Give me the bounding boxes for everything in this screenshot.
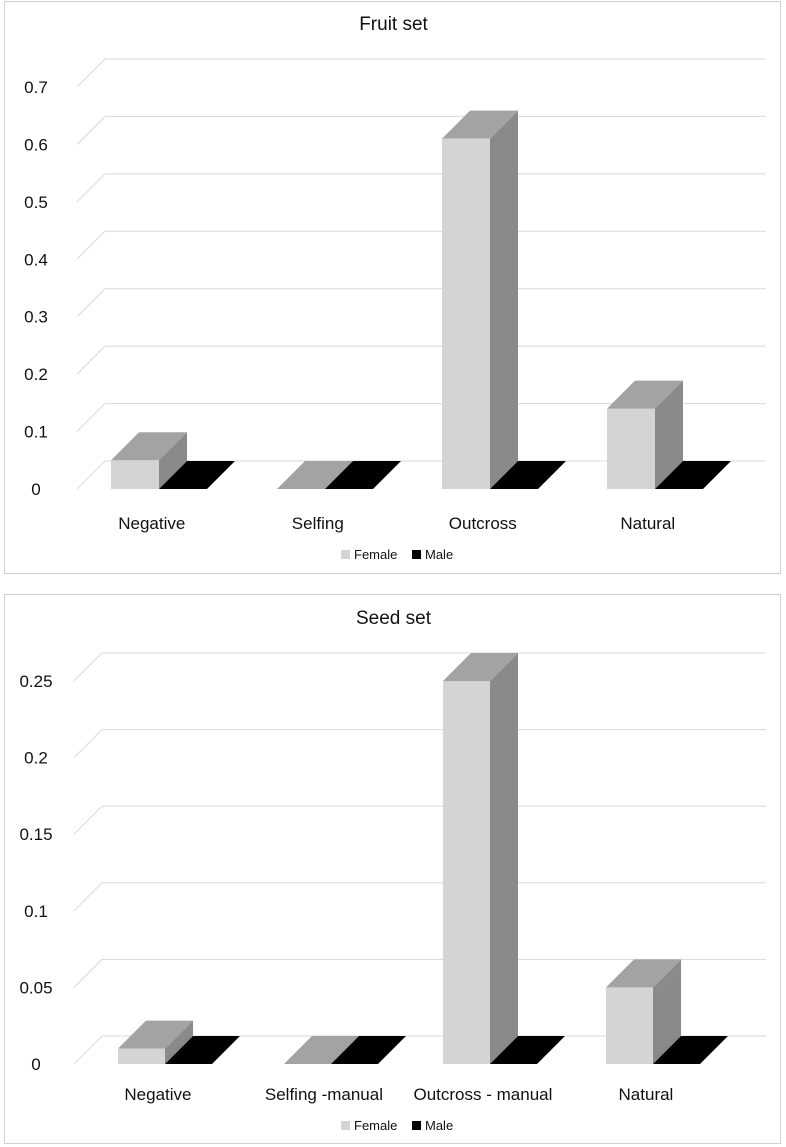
y-tick-label-0-3: 0.3 bbox=[24, 308, 48, 327]
bar-female-natural bbox=[607, 408, 655, 489]
gridline-side-0-3 bbox=[76, 288, 106, 318]
gridline-side-0-25 bbox=[73, 652, 103, 682]
chart-title: Seed set bbox=[356, 608, 432, 629]
bar-male-natural bbox=[655, 461, 731, 489]
bar-female-top-selfing-manual bbox=[284, 1036, 359, 1064]
gridline-side-0-5 bbox=[76, 173, 106, 203]
bar-female-negative bbox=[111, 460, 159, 489]
y-tick-label-0-05: 0.05 bbox=[19, 978, 52, 997]
gridline-side-0-4 bbox=[76, 230, 106, 260]
gridline-side-0-1 bbox=[73, 882, 103, 912]
y-tick-label-0-15: 0.15 bbox=[19, 825, 52, 844]
bar-female-top-outcross-manual bbox=[443, 653, 518, 681]
legend-swatch-male bbox=[412, 550, 421, 559]
bar-female-top-natural bbox=[606, 959, 681, 988]
y-tick-label-0-1: 0.1 bbox=[24, 423, 48, 442]
bar-female-outcross-manual bbox=[443, 681, 490, 1064]
gridline-side-0-05 bbox=[73, 959, 103, 988]
y-tick-label-0-1: 0.1 bbox=[24, 902, 48, 921]
gridline-side-0-15 bbox=[73, 805, 103, 835]
legend-swatch-male bbox=[412, 1121, 421, 1130]
legend-label-male: Male bbox=[425, 547, 453, 562]
y-tick-label-0: 0 bbox=[31, 1055, 40, 1074]
y-tick-label-0-2: 0.2 bbox=[24, 749, 48, 768]
y-tick-label-0: 0 bbox=[31, 480, 40, 499]
bar-female-negative bbox=[118, 1048, 165, 1064]
gridline-side-0 bbox=[76, 460, 106, 490]
bar-female-top-natural bbox=[607, 380, 683, 409]
gridline-side-0-2 bbox=[73, 729, 103, 758]
gridline-side-0-2 bbox=[76, 345, 106, 375]
x-category-label-negative: Negative bbox=[118, 514, 185, 533]
fruit-set-chart-panel: Fruit set 0 0.1 0.2 0.3 0.4 0.5 0.6 0.7 Negative S… bbox=[4, 1, 781, 574]
bar-female-side-negative bbox=[165, 1020, 193, 1064]
bar-female-top-outcross bbox=[442, 110, 518, 139]
legend: Female Male bbox=[341, 547, 453, 562]
y-tick-label-0-7: 0.7 bbox=[24, 78, 48, 97]
bar-male-negative bbox=[159, 461, 235, 489]
legend-label-female: Female bbox=[354, 1118, 397, 1133]
bar-female-top-negative bbox=[111, 432, 187, 461]
gridline-side-0-6 bbox=[76, 116, 106, 145]
legend: Female Male bbox=[341, 1118, 453, 1133]
bar-female-side-natural bbox=[655, 380, 683, 489]
y-tick-label-0-25: 0.25 bbox=[19, 672, 52, 691]
bar-male-negative bbox=[165, 1036, 240, 1064]
bar-male-outcross-manual bbox=[490, 1036, 565, 1064]
bar-female-top-selfing bbox=[277, 461, 353, 489]
x-category-label-outcross-manual: Outcross - manual bbox=[414, 1085, 553, 1104]
gridline-side-0-1 bbox=[76, 403, 106, 432]
bar-male-selfing bbox=[325, 461, 401, 489]
bar-female-side-natural bbox=[653, 959, 681, 1064]
fruit-set-chart: Fruit set 0 0.1 0.2 0.3 0.4 0.5 0.6 0.7 Negative S… bbox=[24, 14, 766, 562]
x-category-label-negative: Negative bbox=[124, 1085, 191, 1104]
bar-female-top-negative bbox=[118, 1020, 193, 1049]
x-category-label-selfing: Selfing bbox=[292, 514, 344, 533]
legend-swatch-female bbox=[341, 550, 350, 559]
bar-female-side-outcross bbox=[490, 110, 518, 489]
legend-label-male: Male bbox=[425, 1118, 453, 1133]
seed-set-chart: Seed set 0 0.05 0.1 0.15 0.2 0.25 Negative Selfi… bbox=[19, 608, 766, 1133]
chart-title: Fruit set bbox=[359, 14, 428, 35]
legend-label-female: Female bbox=[354, 547, 397, 562]
x-category-label-outcross: Outcross bbox=[449, 514, 517, 533]
x-category-label-natural: Natural bbox=[620, 514, 675, 533]
bar-male-selfing-manual bbox=[331, 1036, 406, 1064]
y-tick-label-0-6: 0.6 bbox=[24, 135, 48, 154]
legend-swatch-female bbox=[341, 1121, 350, 1130]
gridline-side-0 bbox=[73, 1035, 103, 1065]
bar-male-outcross bbox=[490, 461, 566, 489]
bar-female-natural bbox=[606, 987, 653, 1064]
gridline-side-0-7 bbox=[76, 58, 106, 88]
x-category-label-selfing-manual: Selfing -manual bbox=[265, 1085, 383, 1104]
bar-female-outcross bbox=[442, 138, 490, 489]
seed-set-chart-panel: Seed set 0 0.05 0.1 0.15 0.2 0.25 Negative Selfi… bbox=[4, 594, 781, 1144]
y-tick-label-0-4: 0.4 bbox=[24, 250, 48, 269]
bar-female-side-outcross-manual bbox=[490, 653, 518, 1064]
bar-female-side-negative bbox=[159, 432, 187, 489]
y-tick-label-0-2: 0.2 bbox=[24, 365, 48, 384]
y-tick-label-0-5: 0.5 bbox=[24, 193, 48, 212]
bar-male-natural bbox=[653, 1036, 728, 1064]
x-category-label-natural: Natural bbox=[619, 1085, 674, 1104]
